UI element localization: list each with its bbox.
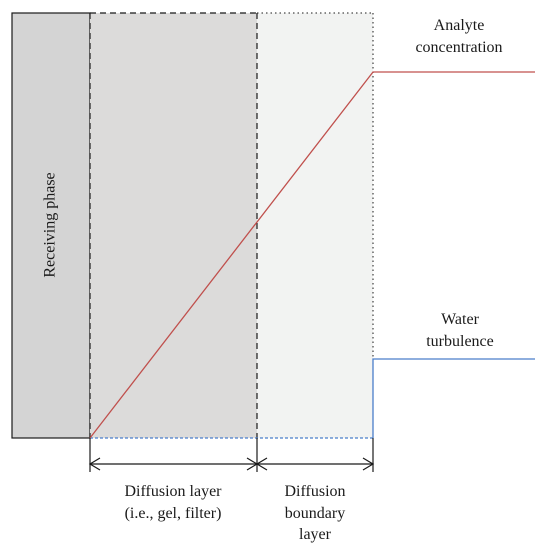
water-label-line1: Water — [441, 311, 479, 328]
receiving-phase-region — [11, 12, 91, 439]
water-label-line2: turbulence — [426, 333, 494, 350]
boundary-layer-region — [257, 13, 373, 438]
arrowhead-right — [362, 457, 375, 471]
arrowhead-left — [88, 457, 101, 471]
diffusion-layer-region — [90, 13, 257, 438]
analyte-label-line2: concentration — [415, 39, 502, 56]
arrowhead-middle-right — [255, 457, 268, 471]
analyte-label-line1: Analyte — [434, 17, 485, 34]
boundary-layer-label-line2: boundary — [285, 505, 345, 522]
diffusion-layer-label-line2: (i.e., gel, filter) — [125, 505, 222, 522]
diffusion-layer-label-line1: Diffusion layer — [124, 483, 222, 500]
boundary-layer-label-line1: Diffusion — [284, 483, 345, 500]
analyte-concentration-line — [89, 71, 535, 439]
boundary-layer-label-line3: layer — [299, 526, 332, 543]
water-turbulence-line — [372, 358, 535, 438]
receiving-phase-label: Receiving phase — [42, 172, 59, 277]
